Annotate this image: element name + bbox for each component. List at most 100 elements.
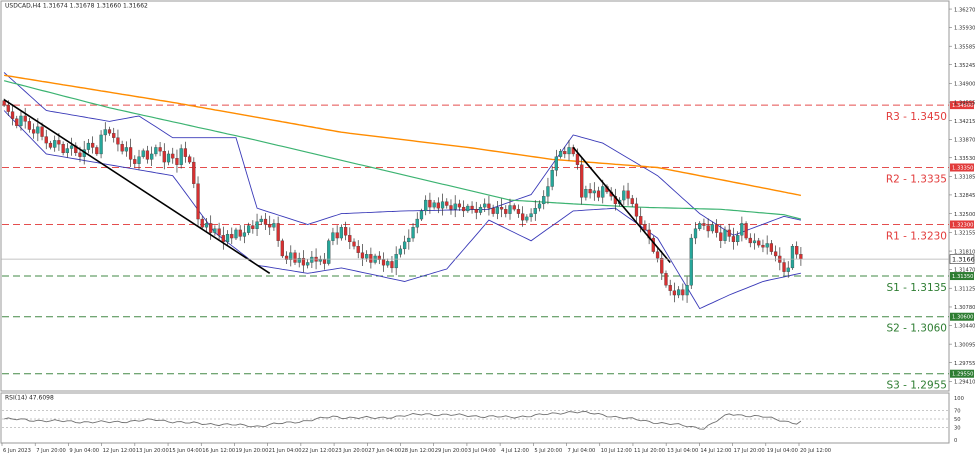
candle-body — [65, 148, 69, 154]
candle-body — [91, 142, 95, 148]
candle-body — [251, 225, 255, 229]
candle-body — [78, 152, 82, 157]
candle-body — [171, 153, 175, 159]
x-tick-label: 12 Jun 12:00 — [103, 448, 136, 454]
candle-body — [533, 208, 537, 214]
candle-body — [550, 170, 554, 187]
candle-body — [660, 257, 664, 274]
candle-body — [44, 136, 48, 144]
candle-body — [677, 289, 681, 296]
rsi-indicator: 100 70 50 30 0 — [2, 396, 964, 444]
candle-body — [99, 134, 103, 155]
candle-body — [268, 224, 272, 228]
candle-body — [238, 229, 242, 237]
y-tick-label: 1.29410 — [954, 380, 975, 386]
y-tick-label: 1.31470 — [954, 268, 975, 274]
candle-body — [769, 243, 774, 252]
candle-body — [689, 237, 693, 286]
candle-body — [407, 237, 411, 243]
candle-body — [478, 206, 483, 213]
candle-body — [596, 190, 601, 198]
candle-body — [432, 202, 436, 208]
moving-average-fast-line — [3, 80, 802, 220]
rsi-panel — [0, 392, 950, 444]
y-tick-label: 1.30440 — [954, 324, 975, 330]
candle-body — [306, 262, 310, 266]
candle-body — [799, 254, 803, 260]
candle-body — [327, 240, 331, 264]
candle-body — [103, 129, 107, 136]
y-tick-label: 1.32500 — [954, 212, 975, 218]
x-tick-label: 13 Jun 20:00 — [136, 448, 169, 454]
candle-body — [634, 203, 639, 217]
candle-body — [584, 189, 588, 198]
candle-body — [259, 218, 263, 222]
candle-body — [369, 254, 373, 263]
candle-body — [537, 203, 542, 209]
x-tick-label: 21 Jun 04:00 — [269, 448, 302, 454]
candle-body — [293, 252, 297, 263]
x-tick-label: 27 Jun 04:00 — [368, 448, 401, 454]
level-price-tag — [950, 272, 974, 281]
main-panel — [0, 0, 950, 392]
y-tick-label: 1.34900 — [954, 82, 975, 88]
candle-body — [567, 147, 571, 155]
candle-body — [723, 229, 727, 241]
level-label: R1 - 1.3230 — [886, 230, 947, 242]
candle-body — [246, 225, 251, 233]
current-price-label: 1.31662 — [952, 255, 975, 263]
candle-body — [453, 203, 457, 210]
candle-body — [521, 213, 525, 221]
candle-body — [693, 228, 698, 239]
candle-body — [626, 190, 630, 199]
y-tick-label: 1.33530 — [954, 156, 975, 162]
x-tick-label: 7 Jun 20:00 — [36, 448, 66, 454]
candle-body — [217, 228, 221, 236]
rsi-tick-label: 70 — [954, 409, 961, 415]
x-tick-label: 20 Jul 12:00 — [800, 448, 831, 454]
y-tick-label: 1.30095 — [954, 342, 975, 348]
candle-body — [411, 227, 415, 239]
rsi-line — [3, 411, 802, 430]
candle-body — [740, 223, 744, 236]
rsi-tick-label: 0 — [954, 438, 957, 444]
level-price-tag-label: 1.32300 — [952, 222, 973, 228]
candle-body — [69, 145, 74, 149]
level-price-tag — [950, 163, 974, 172]
y-tick-label: 1.30780 — [954, 305, 975, 311]
bollinger-lower-line — [3, 110, 801, 310]
candle-body — [698, 223, 702, 229]
candle-body — [192, 161, 196, 184]
x-tick-label: 15 Jun 04:00 — [169, 448, 202, 454]
candle-body — [162, 151, 166, 163]
candle-body — [335, 232, 339, 239]
y-tick-label: 1.34215 — [954, 119, 975, 125]
candle-body — [10, 111, 15, 119]
candle-body — [529, 213, 533, 218]
candle-body — [230, 234, 234, 239]
y-tick-label: 1.36270 — [954, 7, 975, 13]
level-label: R3 - 1.3450 — [886, 111, 947, 123]
candle-body — [2, 100, 6, 106]
candle-body — [301, 257, 306, 266]
candle-body — [744, 223, 748, 239]
candle-body — [445, 201, 449, 206]
candle-body — [504, 209, 508, 214]
candle-body — [27, 121, 32, 130]
x-tick-label: 14 Jul 12:00 — [700, 448, 731, 454]
y-tick-label: 1.35585 — [954, 44, 975, 50]
candle-body — [495, 206, 499, 214]
candle-body — [386, 261, 390, 266]
trendline — [572, 146, 671, 263]
candle-body — [462, 206, 466, 212]
candle-body — [57, 140, 61, 145]
candle-body — [352, 241, 356, 247]
x-tick-label: 11 Jul 20:00 — [634, 448, 665, 454]
level-price-tag-label: 1.34500 — [952, 103, 973, 109]
candle-body — [643, 224, 647, 231]
candle-body — [580, 164, 584, 198]
candle-body — [6, 104, 10, 112]
candle-body — [48, 142, 53, 148]
candle-body — [752, 240, 757, 244]
